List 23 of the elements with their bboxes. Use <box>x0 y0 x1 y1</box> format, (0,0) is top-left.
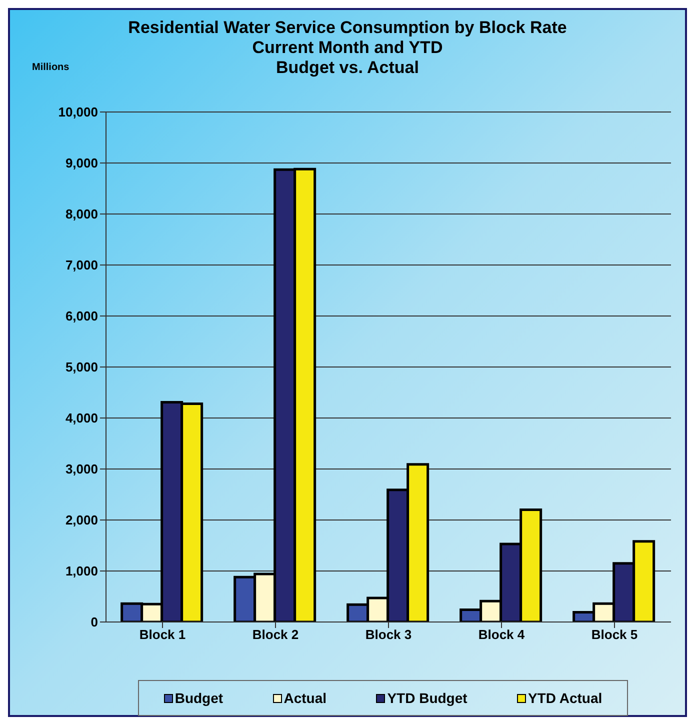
y-tick-label: 8,000 <box>65 206 98 222</box>
legend-label: Actual <box>282 690 327 706</box>
y-axis-title: Millions <box>32 62 70 73</box>
legend-label: YTD Actual <box>526 690 602 706</box>
y-tick-label: 7,000 <box>65 258 98 273</box>
y-tick-label: 6,000 <box>65 308 98 324</box>
y-tick-label: 2,000 <box>65 512 98 528</box>
legend-label: Budget <box>174 690 224 706</box>
chart-subtitle: Current Month and YTD Budget vs. Actual <box>252 38 443 77</box>
x-tick-label: Block 5 <box>591 627 638 642</box>
legend-label: YTD Budget <box>386 690 468 706</box>
y-tick-label: 9,000 <box>65 156 98 171</box>
x-tick-label: Block 4 <box>478 627 526 642</box>
chart-title: Residential Water Service Consumption by Block Rate <box>127 18 568 38</box>
y-tick-label: 4,000 <box>65 410 98 426</box>
y-tick-label: 0 <box>90 614 98 630</box>
x-tick-label: Block 3 <box>365 627 412 642</box>
y-tick-label: 10,000 <box>58 104 98 120</box>
y-tick-label: 5,000 <box>65 360 98 375</box>
x-tick-label: Block 2 <box>252 627 299 642</box>
y-tick-label: 1,000 <box>65 564 98 579</box>
y-tick-label: 3,000 <box>65 462 98 477</box>
x-tick-label: Block 1 <box>139 627 186 642</box>
